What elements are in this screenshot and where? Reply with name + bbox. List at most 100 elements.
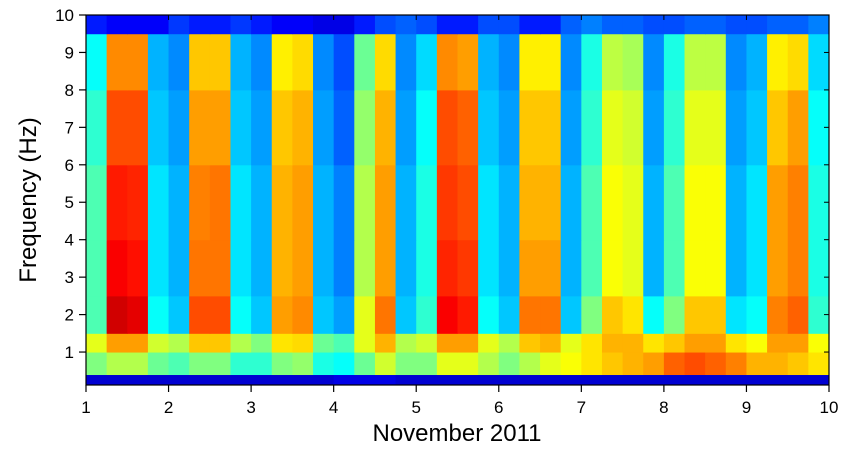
cell <box>333 374 355 386</box>
cell <box>354 89 376 166</box>
x-tick-label: 1 <box>81 398 90 417</box>
cell <box>498 15 520 35</box>
cell <box>230 15 252 35</box>
cell <box>478 89 500 166</box>
cell <box>746 352 768 376</box>
cell <box>230 352 252 376</box>
cell <box>663 89 686 166</box>
cell <box>354 15 376 35</box>
cell <box>292 374 314 386</box>
cell <box>416 164 438 241</box>
cell <box>622 164 644 241</box>
cell <box>374 239 397 297</box>
cell <box>230 164 252 241</box>
cell <box>230 374 252 386</box>
cell <box>808 333 830 353</box>
cell <box>540 164 562 241</box>
cell <box>209 89 231 166</box>
cell <box>86 352 108 376</box>
y-tick-label: 7 <box>65 118 74 137</box>
cell <box>498 295 520 334</box>
cell <box>705 374 727 386</box>
cell <box>478 333 500 353</box>
cell <box>209 295 231 334</box>
cell <box>519 295 541 334</box>
cell <box>271 295 293 334</box>
cell <box>230 89 252 166</box>
cell <box>313 89 335 166</box>
cell <box>251 374 273 386</box>
cell <box>189 33 211 91</box>
cell <box>498 164 520 241</box>
x-tick-label: 6 <box>494 398 503 417</box>
cell <box>725 295 747 334</box>
cell <box>560 352 582 376</box>
cell <box>271 89 293 166</box>
cell <box>560 15 582 35</box>
cell <box>354 333 376 353</box>
cell <box>86 15 108 35</box>
cell <box>313 295 335 334</box>
cell <box>251 33 273 91</box>
cell <box>251 333 273 353</box>
cell <box>106 164 128 241</box>
cell <box>106 239 128 297</box>
y-tick-label: 3 <box>65 268 74 287</box>
cell <box>374 374 397 386</box>
cell <box>746 239 768 297</box>
cell <box>271 374 293 386</box>
cell <box>230 333 252 353</box>
cell <box>787 352 809 376</box>
plot-frame <box>85 14 830 386</box>
cell <box>436 239 458 297</box>
cell <box>725 164 747 241</box>
cell <box>498 33 520 91</box>
x-tick-label: 9 <box>742 398 751 417</box>
cell <box>581 33 603 91</box>
cell <box>540 33 562 91</box>
cell <box>746 164 768 241</box>
cell <box>581 164 603 241</box>
cell <box>808 239 830 297</box>
cell <box>767 333 789 353</box>
cell <box>663 33 686 91</box>
cell <box>189 374 211 386</box>
cell <box>457 33 479 91</box>
cell <box>189 239 211 297</box>
cell <box>168 239 190 297</box>
cell <box>251 15 273 35</box>
cell <box>333 33 355 91</box>
y-tick-label: 4 <box>65 231 74 250</box>
cell <box>787 239 809 297</box>
cell <box>601 333 624 353</box>
cell <box>436 33 458 91</box>
cell <box>601 89 624 166</box>
cell <box>168 15 190 35</box>
cell <box>560 374 582 386</box>
cell <box>560 89 582 166</box>
cell <box>292 89 314 166</box>
cell <box>168 333 190 353</box>
cell <box>519 33 541 91</box>
cell <box>313 239 335 297</box>
cell <box>292 239 314 297</box>
cell <box>581 374 603 386</box>
cell <box>271 164 293 241</box>
cell <box>457 239 479 297</box>
cell <box>560 164 582 241</box>
cell <box>147 89 170 166</box>
cell <box>209 164 231 241</box>
cell <box>705 352 727 376</box>
cell <box>374 33 397 91</box>
cell <box>767 295 789 334</box>
cell <box>808 374 830 386</box>
cell <box>147 239 170 297</box>
cell <box>189 89 211 166</box>
cell <box>560 33 582 91</box>
y-tick-label: 2 <box>65 306 74 325</box>
cell <box>540 295 562 334</box>
cell <box>106 352 128 376</box>
y-tick-label: 9 <box>65 43 74 62</box>
cell <box>684 352 706 376</box>
